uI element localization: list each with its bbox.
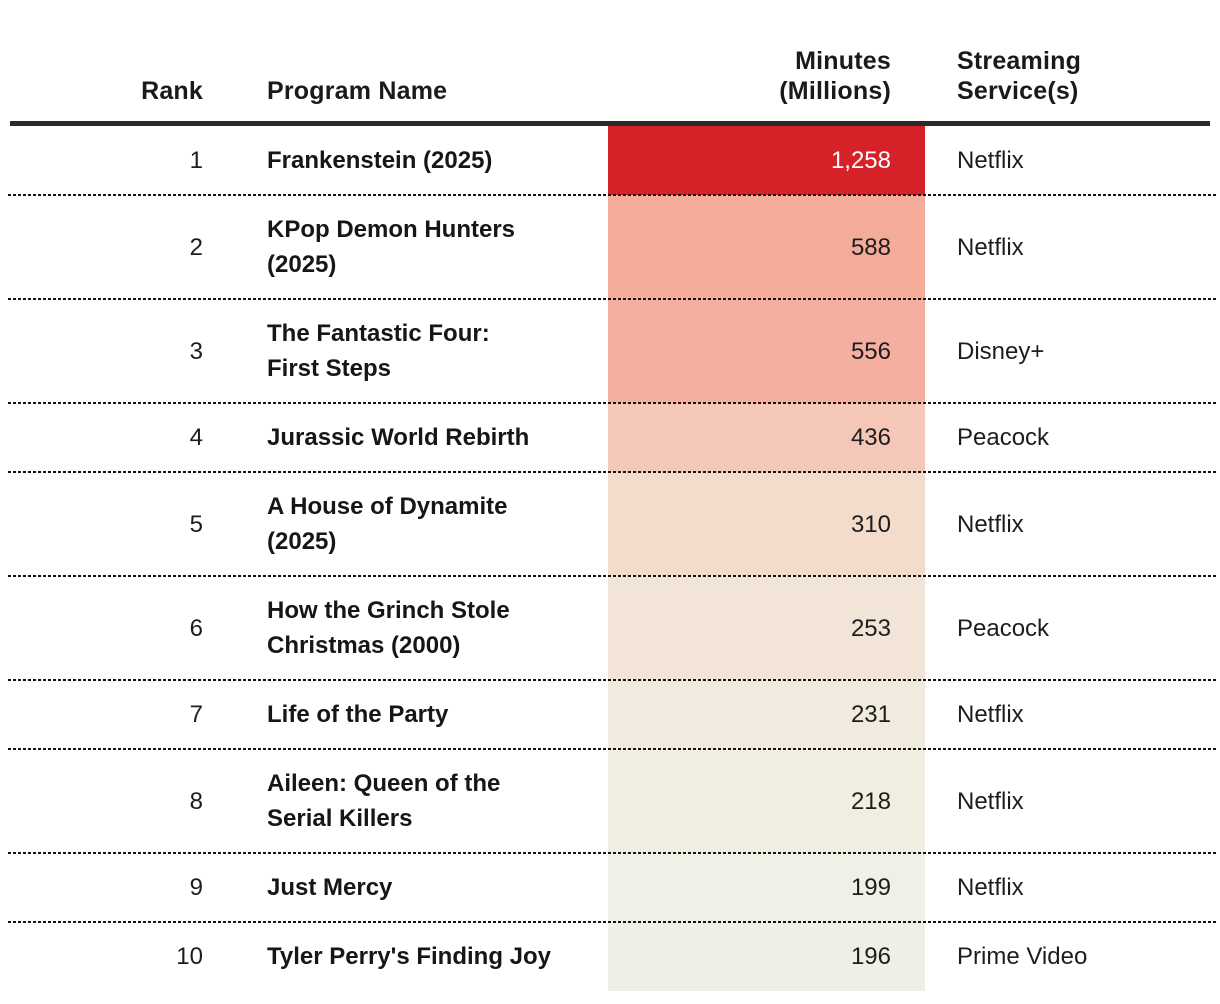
rank-cell: 10 [176,943,203,970]
minutes-cell: 310 [608,472,925,576]
table-header-row: Rank Program Name Minutes (Millions) Str… [10,0,1210,121]
minutes-cell: 218 [608,749,925,853]
program-name-cell: Jurassic World Rebirth [267,424,530,451]
minutes-cell: 199 [608,853,925,922]
header-program: Program Name [267,77,448,105]
table-row: 10 Tyler Perry's Finding Joy 196 Prime V… [10,922,1210,991]
table-row: 9 Just Mercy 199 Netflix [8,853,1218,923]
minutes-cell: 253 [608,576,925,680]
service-cell: Netflix [957,147,1024,174]
table-row: 8 Aileen: Queen of the Serial Killers 21… [8,749,1218,854]
minutes-cell: 196 [608,922,925,991]
service-cell: Netflix [957,233,1024,261]
service-cell: Netflix [957,701,1024,728]
program-name-cell: A House of Dynamite (2025) [267,493,508,555]
table-row: 6 How the Grinch Stole Christmas (2000) … [8,576,1218,681]
rank-cell: 6 [189,614,203,642]
program-name-cell: The Fantastic Four: First Steps [267,320,490,382]
rank-cell: 4 [189,424,203,451]
table-row: 3 The Fantastic Four: First Steps 556 Di… [8,299,1218,404]
program-name-cell: KPop Demon Hunters (2025) [267,216,516,278]
table-row: 5 A House of Dynamite (2025) 310 Netflix [8,472,1218,577]
ranking-table: Rank Program Name Minutes (Millions) Str… [8,0,1218,991]
minutes-cell: 588 [608,195,925,299]
table-body: 1 Frankenstein (2025) 1,258 Netflix 2 KP… [8,126,1218,991]
minutes-cell: 556 [608,299,925,403]
service-cell: Peacock [957,614,1050,642]
header-minutes: Minutes (Millions) [779,47,891,105]
service-cell: Peacock [957,424,1050,451]
program-name-cell: Tyler Perry's Finding Joy [267,943,552,970]
program-name-cell: Aileen: Queen of the Serial Killers [267,770,501,832]
rank-cell: 9 [189,874,203,901]
rank-cell: 5 [189,510,203,538]
minutes-cell: 231 [608,680,925,749]
header-service: Streaming Service(s) [957,47,1082,105]
rank-cell: 7 [189,701,203,728]
rank-cell: 1 [189,147,203,174]
header-rank: Rank [141,77,203,105]
service-cell: Disney+ [957,337,1045,365]
program-name-cell: Life of the Party [267,701,449,728]
service-cell: Netflix [957,787,1024,815]
table-row: 4 Jurassic World Rebirth 436 Peacock [8,403,1218,473]
rank-cell: 8 [189,787,203,815]
minutes-cell: 436 [608,403,925,472]
table-row: 2 KPop Demon Hunters (2025) 588 Netflix [8,195,1218,300]
rank-cell: 3 [189,337,203,365]
program-name-cell: Just Mercy [267,874,393,901]
table-row: 1 Frankenstein (2025) 1,258 Netflix [8,126,1218,196]
minutes-cell: 1,258 [608,126,925,195]
header-rule [10,121,1210,126]
table-row: 7 Life of the Party 231 Netflix [8,680,1218,750]
program-name-cell: How the Grinch Stole Christmas (2000) [267,597,510,659]
service-cell: Netflix [957,510,1024,538]
rank-cell: 2 [189,233,203,261]
service-cell: Prime Video [957,943,1088,970]
service-cell: Netflix [957,874,1024,901]
program-name-cell: Frankenstein (2025) [267,147,493,174]
